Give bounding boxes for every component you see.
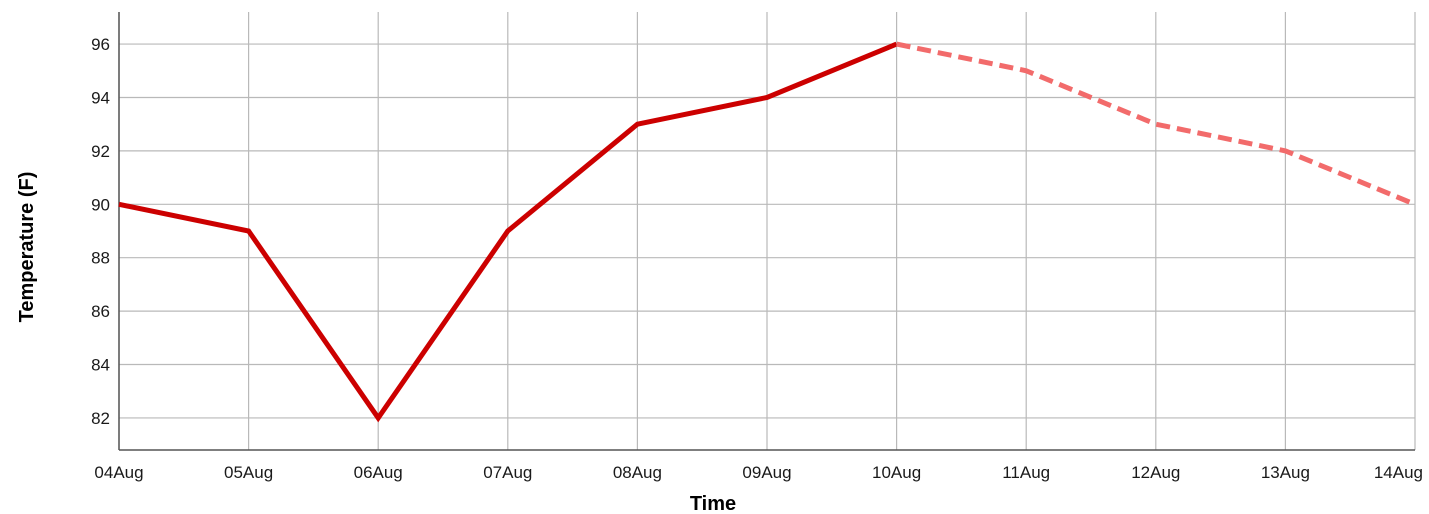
axes (118, 12, 1415, 451)
y-tick-label: 92 (91, 142, 110, 161)
x-axis-title: Time (690, 493, 736, 514)
y-axis-title: Temperature (F) (16, 172, 38, 323)
x-tick-label: 11Aug (1002, 463, 1050, 482)
y-tick-label: 86 (91, 302, 110, 321)
x-tick-label: 08Aug (613, 463, 662, 482)
forecast-series-line (896, 41, 1416, 207)
observed-series-line (118, 41, 898, 423)
y-tick-label: 84 (91, 356, 110, 375)
y-tick-labels: 82 84 86 88 90 92 94 96 (91, 35, 110, 428)
y-tick-label: 90 (91, 195, 110, 214)
y-tick-label: 88 (91, 249, 110, 268)
x-tick-label: 07Aug (483, 463, 532, 482)
x-tick-label: 10Aug (872, 463, 921, 482)
x-tick-label: 12Aug (1131, 463, 1180, 482)
x-tick-label: 13Aug (1261, 463, 1310, 482)
x-tick-label: 06Aug (354, 463, 403, 482)
x-tick-labels: 04Aug 05Aug 06Aug 07Aug 08Aug 09Aug 10Aug 11Aug… (94, 463, 1423, 482)
x-tick-label: 14Aug (1374, 463, 1423, 482)
x-tick-label: 05Aug (224, 463, 273, 482)
y-tick-label: 94 (91, 88, 110, 107)
y-tick-label: 96 (91, 35, 110, 54)
series-layer (118, 41, 1416, 423)
x-tick-label: 09Aug (742, 463, 791, 482)
grid (118, 12, 1416, 450)
y-tick-label: 82 (91, 409, 110, 428)
x-tick-label: 04Aug (94, 463, 143, 482)
